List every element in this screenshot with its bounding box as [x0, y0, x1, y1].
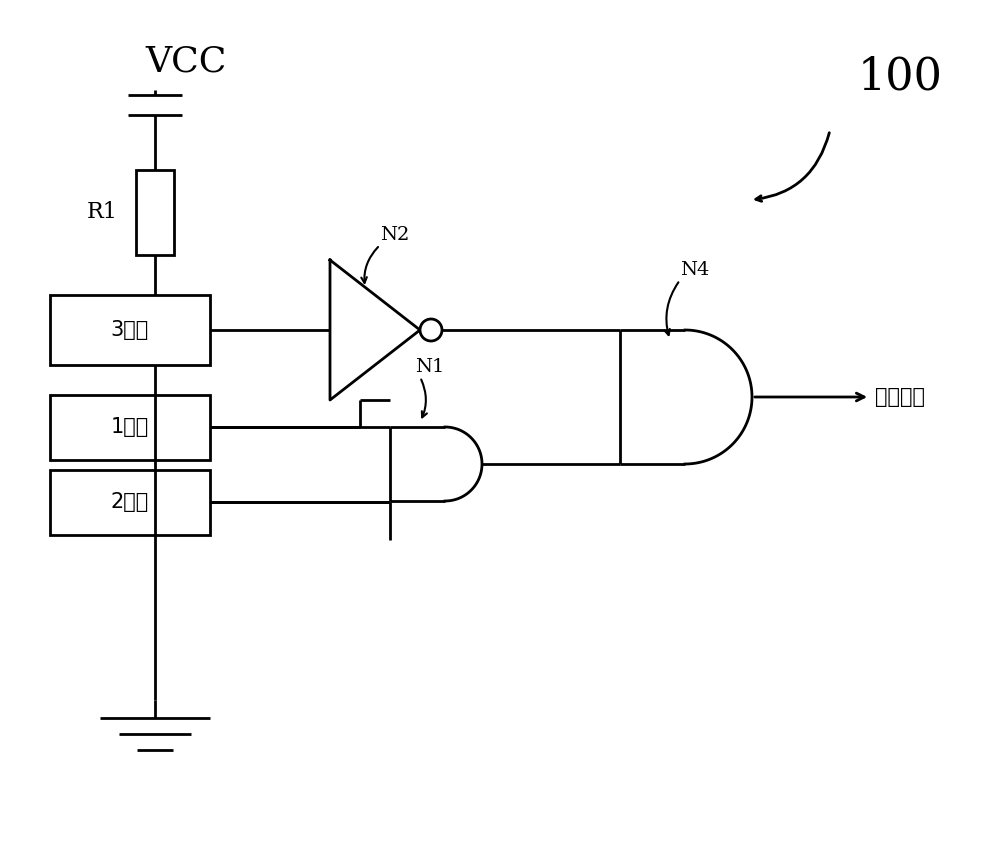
Text: N1: N1: [415, 358, 444, 376]
Text: N2: N2: [380, 226, 409, 244]
Text: N4: N4: [680, 261, 709, 279]
Text: 3号键: 3号键: [111, 320, 149, 340]
Text: 100: 100: [858, 55, 942, 98]
Text: 2号键: 2号键: [111, 492, 149, 512]
Text: 1号键: 1号键: [111, 417, 149, 437]
Bar: [50, 395, 210, 460]
Bar: [50, 295, 210, 365]
Bar: [50, 470, 210, 535]
Text: R1: R1: [87, 201, 118, 223]
Text: VCC: VCC: [145, 45, 226, 79]
Text: 脉冲信号: 脉冲信号: [875, 387, 925, 407]
Circle shape: [420, 319, 442, 341]
Bar: [136, 170, 174, 255]
